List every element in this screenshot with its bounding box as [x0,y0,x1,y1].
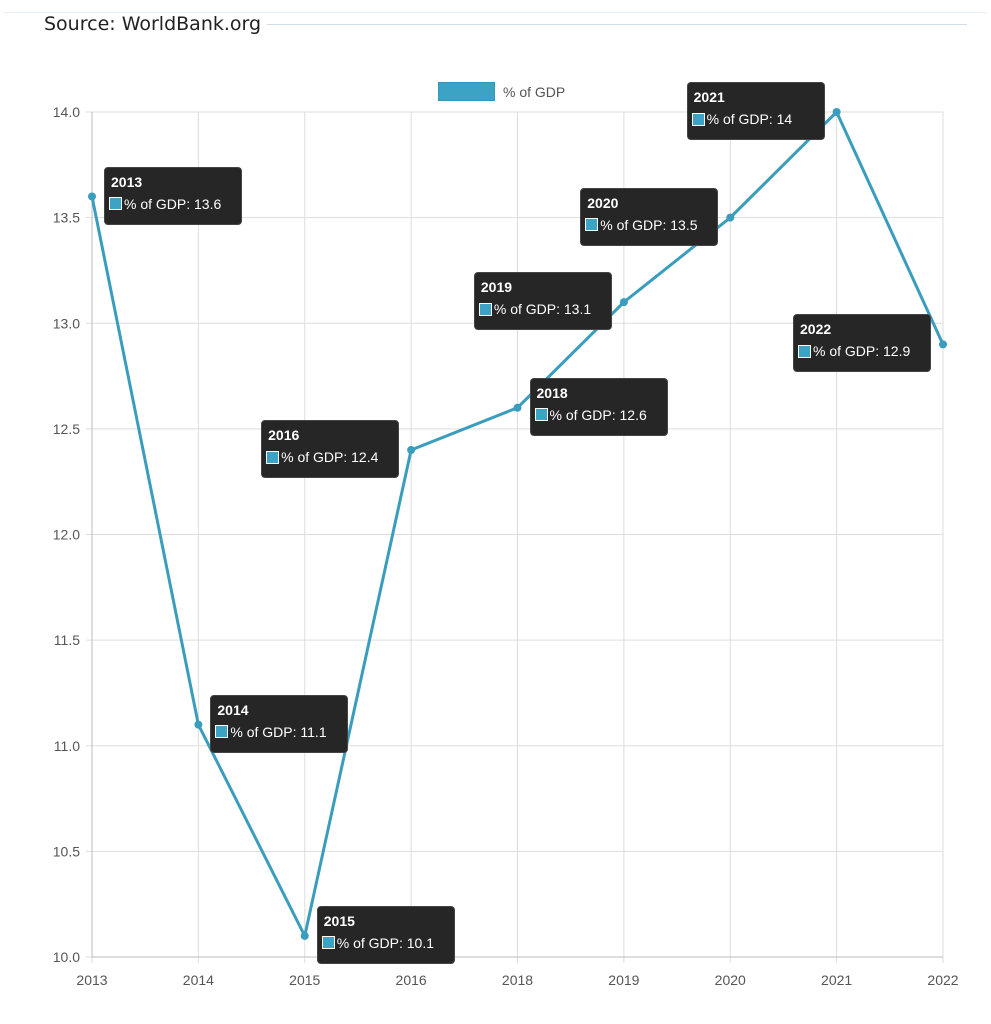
tooltip-2013: 2013 % of GDP: 13.6 [104,166,242,225]
tooltip-title: 2014 [217,701,249,718]
tooltip-swatch [215,725,229,739]
tooltip-swatch [478,302,492,316]
tooltip-label: % of GDP: 13.1 [493,301,592,318]
tooltip-swatch [798,344,811,358]
y-tick-label: 12.0 [53,527,80,543]
x-tick-label: 2014 [183,972,214,988]
tooltip-2019: 2019 % of GDP: 13.1 [473,272,612,331]
x-tick-label: 2018 [502,972,533,988]
tooltip-label: % of GDP: 12.4 [281,449,379,465]
tooltip-label: % of GDP: 14 [706,111,793,127]
tooltip-label: % of GDP: 11.1 [230,723,327,740]
tooltip-swatch [534,408,548,422]
tooltip-title: 2019 [480,279,513,296]
tooltip-2016: 2016 % of GDP: 12.4 [261,420,400,478]
tooltip-2022: 2022 % of GDP: 12.9 [793,314,931,373]
tooltip-label: % of GDP: 12.9 [813,343,911,360]
x-tick-label: 2015 [289,972,320,988]
x-tick-label: 2020 [715,972,746,988]
tooltip-swatch [691,112,705,126]
x-tick-label: 2016 [396,972,427,988]
x-tick-label: 2019 [608,972,639,988]
legend-swatch [438,82,495,101]
y-tick-label: 10.0 [53,949,80,965]
tooltip-label: % of GDP: 10.1 [336,934,435,951]
data-point [300,931,309,940]
x-tick-label: 2021 [821,972,852,988]
legend[interactable]: % of GDP [438,82,565,101]
data-point [194,720,203,729]
y-tick-label: 12.5 [53,421,80,437]
tooltip-swatch [266,450,280,464]
data-point [407,446,416,454]
tooltip-2018: 2018 % of GDP: 12.6 [529,377,668,436]
y-tick-label: 13.5 [53,210,80,226]
data-point [832,108,841,116]
tooltip-2021: 2021 % of GDP: 14 [686,82,825,140]
legend-label: % of GDP [503,83,566,100]
tooltip-title: 2015 [323,912,355,929]
source-label: Source: WorldBank.org [44,13,268,35]
y-tick-label: 14.0 [53,104,80,120]
source-divider [262,24,967,25]
tooltip-2020: 2020 % of GDP: 13.5 [580,187,719,246]
x-tick-label: 2013 [76,972,107,988]
tooltip-label: % of GDP: 13.5 [600,216,698,233]
tooltip-label: % of GDP: 12.6 [549,406,647,423]
tooltip-title: 2018 [536,384,568,401]
y-tick-label: 10.5 [53,843,80,859]
tooltip-2014: 2014 % of GDP: 11.1 [210,694,349,753]
data-point [726,213,735,222]
y-tick-label: 11.5 [54,632,80,648]
tooltip-swatch [321,936,335,950]
tooltip-title: 2016 [268,427,300,443]
tooltip-title: 2021 [693,89,725,105]
tooltip-title: 2013 [111,173,143,190]
tooltip-2015: 2015 % of GDP: 10.1 [316,905,455,964]
tooltip-label: % of GDP: 13.6 [124,195,222,212]
tooltip-swatch [585,218,599,232]
tooltip-title: 2020 [587,194,619,211]
data-point [88,192,96,201]
tooltip-swatch [109,197,122,210]
data-point [619,298,628,307]
data-point [513,403,522,412]
y-tick-label: 11.0 [54,738,80,754]
x-tick-label: 2022 [927,972,958,988]
data-point [939,340,947,349]
tooltip-title: 2022 [800,321,832,338]
y-tick-label: 13.0 [53,315,80,331]
